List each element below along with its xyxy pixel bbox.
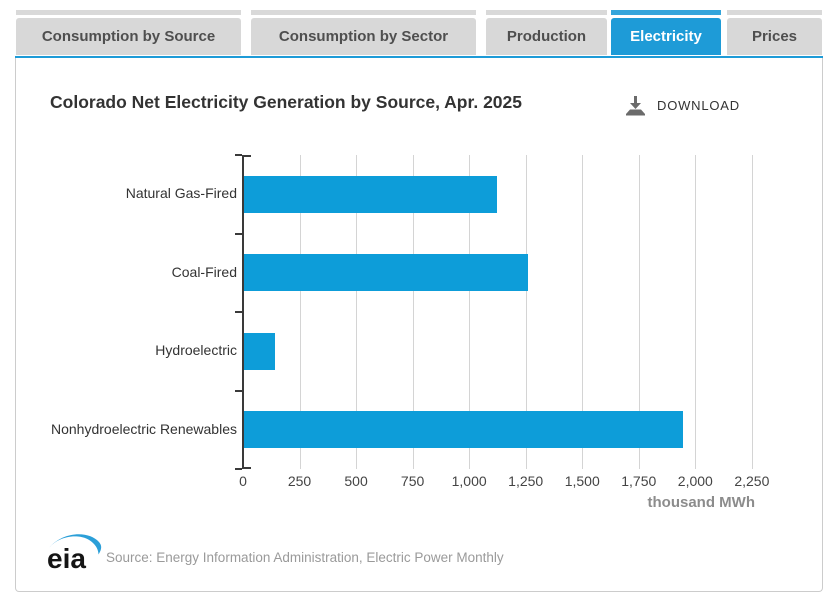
- x-tick-label: 1,000: [451, 473, 487, 489]
- tab-prices[interactable]: Prices: [727, 18, 822, 55]
- source-text: Source: Energy Information Administratio…: [106, 550, 504, 565]
- category-label: Natural Gas-Fired: [125, 185, 237, 202]
- gridline: [525, 155, 527, 469]
- gridline: [751, 155, 753, 469]
- x-tick-label: 1,750: [621, 473, 657, 489]
- y-axis-tick: [235, 232, 242, 235]
- y-axis: [242, 155, 244, 469]
- cutoff-tab-strip-segment: [727, 10, 822, 15]
- x-tick-label: 0: [239, 473, 247, 489]
- bar-coal-fired: [244, 254, 528, 292]
- download-icon: [624, 94, 647, 117]
- x-tick-label: 2,250: [734, 473, 770, 489]
- cutoff-tab-strip-segment: [611, 10, 721, 15]
- y-axis-cap: [244, 467, 251, 469]
- category-label: Nonhydroelectric Renewables: [51, 420, 237, 437]
- x-tick-label: 500: [344, 473, 368, 489]
- svg-text:eia: eia: [47, 543, 86, 573]
- x-tick-label: 250: [287, 473, 312, 489]
- y-axis-cap: [244, 155, 251, 157]
- category-label: Coal-Fired: [171, 263, 237, 280]
- tab-consumption-by-source[interactable]: Consumption by Source: [16, 18, 241, 55]
- gridline: [468, 155, 470, 469]
- gridline: [412, 155, 414, 469]
- content-panel: [15, 58, 823, 592]
- gridline: [355, 155, 357, 469]
- x-tick-label: 1,500: [564, 473, 600, 489]
- gridline: [694, 155, 696, 469]
- cutoff-tab-strip-segment: [16, 10, 241, 15]
- download-label: DOWNLOAD: [657, 98, 740, 113]
- download-button[interactable]: DOWNLOAD: [624, 94, 740, 117]
- gridline: [299, 155, 301, 469]
- gridline: [638, 155, 640, 469]
- tab-electricity[interactable]: Electricity: [611, 18, 721, 55]
- bar-hydroelectric: [244, 332, 275, 370]
- y-axis-tick: [235, 311, 242, 313]
- x-tick-label: 750: [400, 473, 425, 489]
- tab-consumption-by-sector[interactable]: Consumption by Sector: [251, 18, 476, 55]
- x-tick-label: 2,000: [677, 473, 713, 489]
- bar-nonhydroelectric-renewables: [244, 411, 684, 449]
- plot-area: [235, 154, 779, 470]
- y-axis-tick: [235, 468, 242, 470]
- axis-unit-label: thousand MWh: [647, 494, 755, 511]
- tab-production[interactable]: Production: [486, 18, 607, 55]
- bar-natural-gas-fired: [244, 175, 498, 213]
- cutoff-tab-strip-segment: [486, 10, 607, 15]
- x-tick-label: 1,250: [508, 473, 544, 489]
- y-axis-tick: [235, 389, 242, 392]
- chart-title: Colorado Net Electricity Generation by S…: [50, 92, 522, 112]
- eia-logo[interactable]: eia: [45, 529, 103, 578]
- y-axis-tick: [235, 154, 242, 156]
- gridline: [581, 155, 583, 469]
- cutoff-tab-strip-segment: [251, 10, 476, 15]
- category-label: Hydroelectric: [155, 342, 237, 359]
